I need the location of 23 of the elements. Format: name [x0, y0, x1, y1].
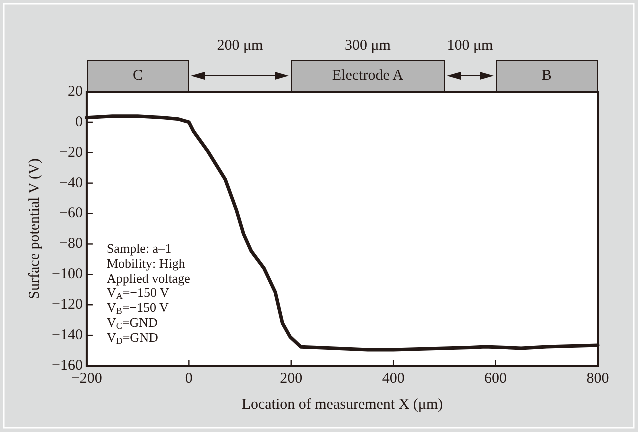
y-tick-label: −40: [59, 175, 83, 192]
annotation: Applied voltage: [106, 270, 190, 286]
y-tick-label: −80: [59, 236, 83, 252]
y-tick-label: 20: [68, 84, 83, 100]
y-tick-label: −60: [59, 206, 83, 222]
annotation: Mobility: High: [106, 256, 186, 271]
y-tick-label: −120: [52, 297, 83, 314]
annotation: V$_{C}$=GND: [106, 314, 158, 331]
x-tick-label: 600: [484, 370, 508, 387]
y-tick-label: −100: [52, 266, 83, 283]
annotation: Sample: a–1: [106, 241, 172, 256]
y-tick-label: −20: [59, 144, 83, 161]
y-axis-title: Surface potential V (V): [26, 158, 43, 300]
annotation: V$_{B}$=−150 V: [106, 300, 169, 316]
annotation: V$_{D}$=GND: [106, 330, 158, 346]
x-tick-label: 400: [382, 370, 405, 387]
x-tick-label: 0: [185, 370, 193, 387]
y-tick-label: 0: [75, 114, 83, 130]
annotation: V$_{A}$=−150 V: [106, 285, 170, 302]
x-tick-label: 200: [280, 370, 303, 387]
x-tick-label: 800: [586, 370, 610, 387]
x-axis-title: Location of measurement X (μm): [242, 396, 444, 413]
y-tick-label: −140: [52, 327, 83, 344]
